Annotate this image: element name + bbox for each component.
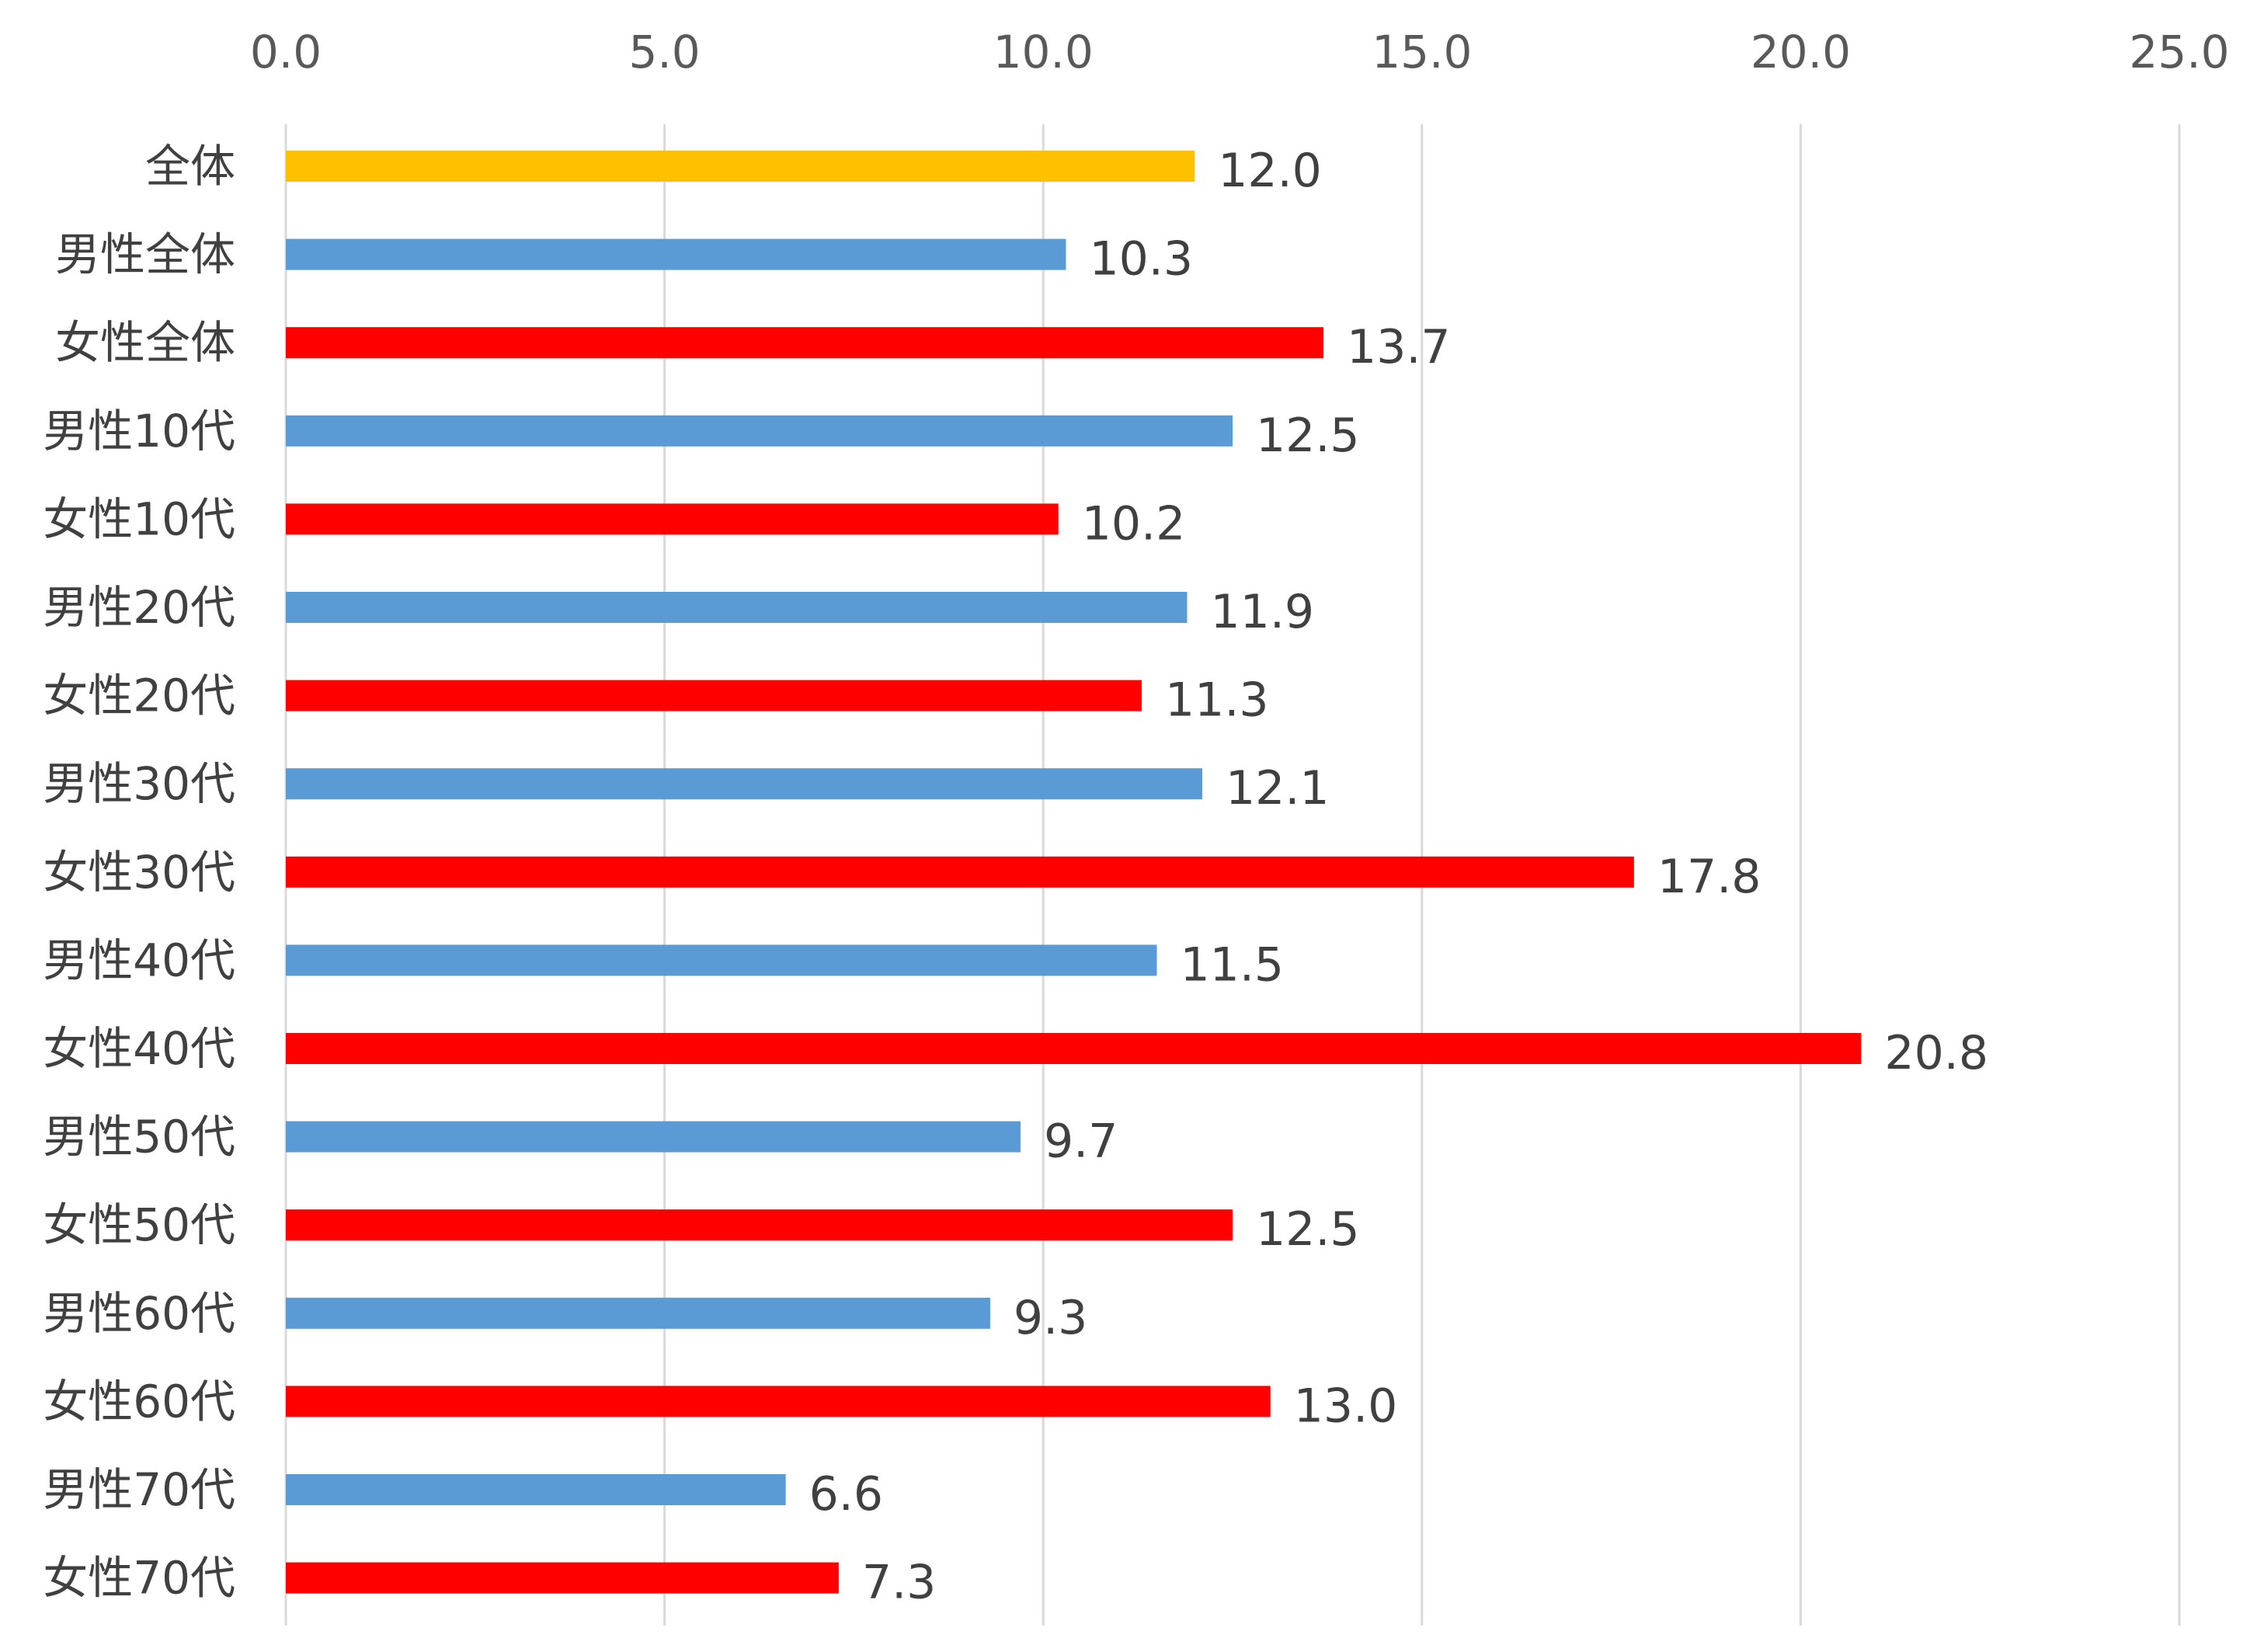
data-label: 6.6 [809,1467,883,1522]
bar [286,1033,1862,1064]
category-label: 女性20代 [43,669,235,722]
bar [286,768,1202,800]
category-label: 女性60代 [43,1375,235,1428]
bar [286,944,1157,976]
bar [286,238,1066,270]
bar [286,1474,786,1505]
bar [286,1121,1021,1153]
category-label: 女性70代 [43,1552,235,1605]
data-label: 10.2 [1082,496,1186,551]
category-label: 男性30代 [43,757,235,810]
data-label: 13.0 [1294,1379,1398,1433]
category-label: 男性全体 [55,228,235,281]
data-labels: 12.0 10.3 13.7 12.5 10.2 11.9 11.3 12.1 17.8 11.5… [809,144,1988,1610]
data-label: 11.5 [1180,937,1284,992]
data-label: 12.5 [1256,1202,1360,1257]
category-label: 女性30代 [43,846,235,899]
data-label: 12.0 [1218,144,1322,198]
category-label: 女性40代 [43,1022,235,1075]
data-label: 12.5 [1256,409,1360,463]
data-label: 20.8 [1884,1026,1988,1080]
category-label: 女性10代 [43,492,235,545]
data-label: 9.7 [1044,1115,1118,1169]
data-label: 9.3 [1014,1291,1087,1345]
data-label: 7.3 [862,1556,936,1610]
data-label: 11.3 [1165,673,1269,728]
data-label: 13.7 [1347,320,1451,374]
x-tick-label: 15.0 [1372,26,1472,78]
category-label: 男性60代 [43,1287,235,1340]
data-label: 10.3 [1089,232,1193,287]
category-label: 男性40代 [43,934,235,986]
category-label: 女性50代 [43,1198,235,1251]
bar [286,1297,990,1329]
x-tick-label: 10.0 [993,26,1094,78]
bar [286,1562,839,1594]
x-tick-label: 0.0 [250,26,322,78]
category-labels: 全体男性全体女性全体男性10代女性10代男性20代女性20代男性30代女性30代… [43,140,235,1605]
bar [286,327,1324,359]
bar [286,151,1195,182]
bar [286,415,1233,447]
data-label: 11.9 [1210,585,1314,639]
bar [286,856,1634,888]
bars [286,151,1862,1594]
category-label: 男性70代 [43,1463,235,1516]
category-label: 男性20代 [43,581,235,634]
x-tick-label: 25.0 [2129,26,2229,78]
category-label: 全体 [145,140,235,193]
bar [286,1209,1233,1241]
category-label: 男性50代 [43,1111,235,1163]
bar [286,503,1059,535]
bar [286,1386,1271,1417]
x-tick-label: 5.0 [628,26,700,78]
x-tick-label: 20.0 [1751,26,1851,78]
category-label: 女性全体 [55,316,235,369]
bar [286,592,1188,623]
data-label: 17.8 [1657,850,1761,904]
x-axis-ticks: 0.0 5.0 10.0 15.0 20.0 25.0 [250,26,2230,78]
bar [286,680,1142,711]
data-label: 12.1 [1226,761,1330,816]
category-label: 男性10代 [43,405,235,457]
